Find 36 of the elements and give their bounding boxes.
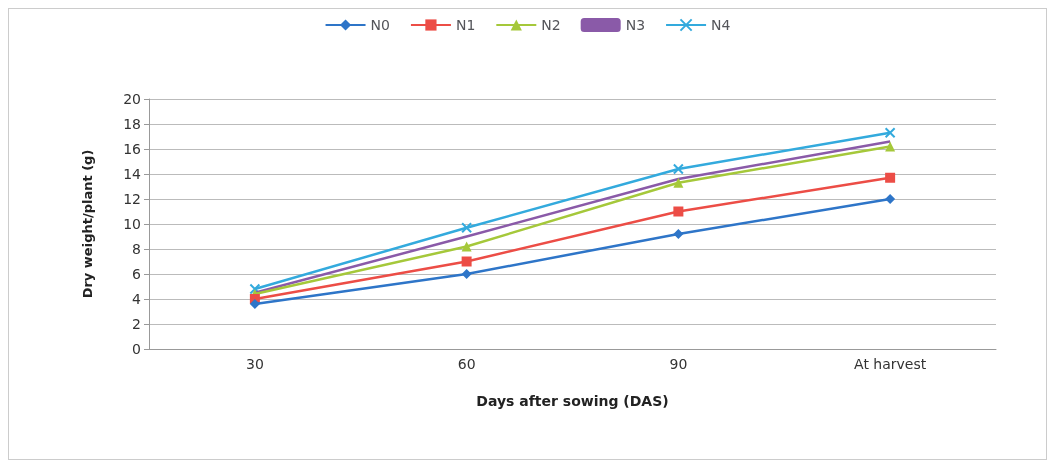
x-tick-label: 60 — [457, 356, 476, 372]
point — [249, 299, 260, 309]
y-tick-label: 18 — [123, 116, 141, 132]
y-tick-label: 4 — [132, 291, 142, 307]
point — [249, 283, 261, 295]
point — [885, 172, 896, 183]
legend-label: N4 — [711, 17, 731, 33]
point — [673, 229, 684, 239]
x-tick-label: 90 — [669, 356, 688, 372]
legend-label: N2 — [541, 17, 561, 33]
point — [461, 222, 473, 234]
point — [673, 177, 684, 188]
y-axis-title: Dry weight/plant (g) — [80, 149, 95, 299]
y-tick-label: 2 — [132, 316, 141, 332]
y-tick-label: 12 — [123, 191, 141, 207]
point — [673, 206, 684, 217]
point — [461, 269, 472, 279]
point — [885, 141, 896, 152]
y-tick-label: 6 — [132, 266, 142, 282]
point — [884, 127, 896, 139]
y-tick-label: 8 — [132, 241, 141, 257]
y-tick-label: 14 — [123, 166, 142, 182]
y-tick-label: 16 — [123, 141, 142, 157]
point — [672, 163, 684, 175]
y-tick-label: 10 — [123, 216, 141, 232]
x-axis-title: Days after sowing (DAS) — [476, 393, 669, 409]
legend-label: N0 — [370, 17, 390, 33]
x-tick-label: At harvest — [854, 356, 927, 372]
legend-label: N1 — [455, 17, 476, 33]
point — [885, 194, 896, 204]
x-tick-label: 30 — [245, 356, 264, 372]
y-tick-label: 20 — [123, 91, 141, 107]
point — [461, 241, 472, 252]
y-tick-label: 0 — [132, 341, 141, 357]
point — [461, 256, 472, 267]
legend-label: N3 — [625, 17, 646, 33]
